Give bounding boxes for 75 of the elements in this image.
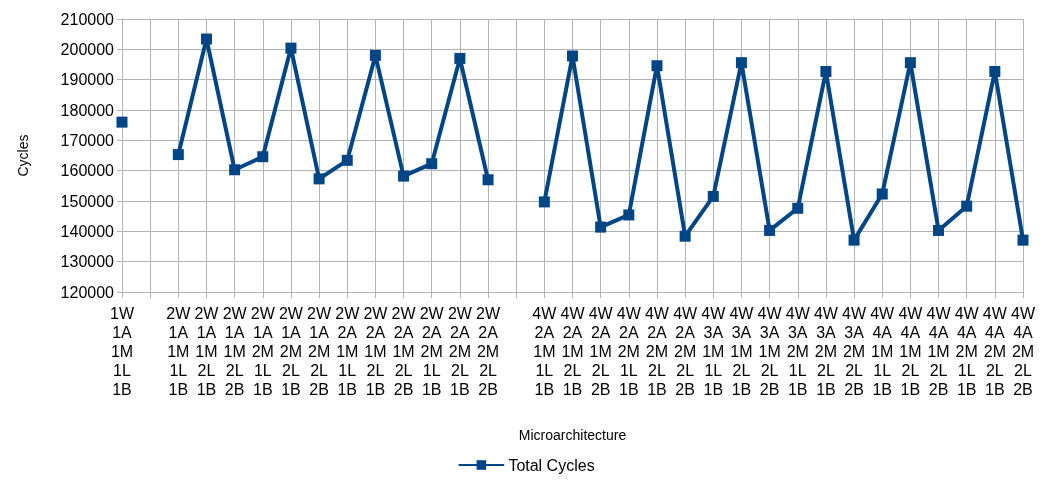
x-tick-label: 2W 1A 1M 1L 1B (166, 305, 192, 398)
x-tick-label: 4W 2A 1M 1L 1B (532, 305, 558, 398)
x-tick-label: 2W 1A 1M 2L 2B (222, 305, 248, 398)
point (595, 221, 607, 233)
x-tick-label: 4W 2A 2M 2L 2B (673, 305, 699, 398)
point (792, 202, 804, 214)
point (116, 116, 128, 128)
x-tick-label: 2W 2A 2M 2L 2B (476, 305, 501, 398)
point (679, 230, 691, 242)
point (398, 170, 410, 182)
y-tick-label: 180000 (60, 101, 115, 119)
x-tick-label: 4W 2A 2M 2L 1B (644, 305, 670, 398)
x-tick-label: 4W 4A 2M 1L 1B (954, 305, 980, 398)
x-tick-label: 2W 2A 2M 1L 1B (419, 305, 445, 398)
x-tick-label: 2W 1A 2M 1L 1B (250, 305, 276, 398)
y-tick-label: 210000 (60, 10, 115, 28)
x-tick-label: 2W 2A 2M 2L 1B (447, 305, 473, 398)
x-tick-label: 4W 3A 2M 1L 1B (785, 305, 811, 398)
y-tick-label: 190000 (60, 71, 115, 89)
point (961, 200, 973, 212)
x-tick-label: 4W 4A 2M 2L 2B (1011, 305, 1036, 398)
y-tick-label: 120000 (60, 283, 115, 301)
point (454, 52, 466, 64)
point (707, 190, 719, 202)
y-tick-label: 140000 (60, 222, 115, 240)
x-tick-label: 4W 4A 1M 1L 1B (870, 305, 896, 398)
point (538, 196, 550, 208)
point (257, 151, 269, 163)
point (341, 154, 353, 166)
x-tick-label: 4W 3A 2M 2L 2B (842, 305, 867, 398)
x-tick-label: 2W 1A 2M 2L 2B (307, 305, 332, 398)
point (172, 149, 184, 161)
x-tick-label: 4W 4A 1M 2L 2B (926, 305, 952, 398)
point (904, 57, 916, 69)
y-tick-label: 160000 (60, 162, 115, 180)
y-axis-title: Cycles (15, 134, 31, 177)
legend-label: Total Cycles (508, 456, 595, 474)
point (848, 234, 860, 246)
point (933, 224, 945, 236)
y-tick-label: 170000 (60, 131, 115, 149)
x-tick-label: 2W 2A 1M 2L 1B (363, 305, 389, 398)
point (313, 173, 325, 185)
point (820, 65, 832, 77)
point (426, 158, 438, 170)
x-tick-label: 4W 2A 2M 1L 1B (616, 305, 642, 398)
point (623, 209, 635, 221)
point (369, 49, 381, 61)
x-tick-label: 4W 2A 1M 2L 2B (588, 305, 614, 398)
point (567, 50, 578, 62)
point (876, 188, 888, 200)
x-tick-label: 4W 4A 2M 2L 1B (982, 305, 1008, 398)
x-tick-label: 4W 4A 1M 2L 1B (898, 305, 924, 398)
x-tick-label: 2W 2A 1M 1L 1B (335, 305, 361, 398)
point (482, 174, 494, 186)
x-tick-label: 1W 1A 1M 1L 1B (110, 305, 135, 398)
point (989, 65, 1001, 77)
y-tick-label: 150000 (60, 192, 115, 210)
point (1017, 234, 1029, 246)
point (285, 42, 297, 54)
x-tick-label: 4W 3A 1M 1L 1B (701, 305, 727, 398)
x-tick-label: 4W 3A 1M 2L 1B (729, 305, 755, 398)
x-tick-label: 2W 2A 1M 2L 2B (391, 305, 417, 398)
point (200, 33, 212, 45)
x-tick-label: 4W 2A 1M 2L 1B (560, 305, 586, 398)
x-tick-label: 4W 3A 1M 2L 2B (757, 305, 783, 398)
x-tick-label: 4W 3A 2M 2L 1B (813, 305, 839, 398)
point (764, 224, 776, 236)
point (229, 164, 241, 176)
x-tick-label: 2W 1A 2M 2L 1B (278, 305, 304, 398)
y-tick-label: 200000 (60, 40, 115, 58)
point (651, 60, 663, 72)
y-tick-label: 130000 (60, 253, 115, 271)
point (735, 57, 747, 69)
x-axis-title: Microarchitecture (518, 427, 627, 443)
x-tick-label: 2W 1A 1M 2L 1B (194, 305, 220, 398)
